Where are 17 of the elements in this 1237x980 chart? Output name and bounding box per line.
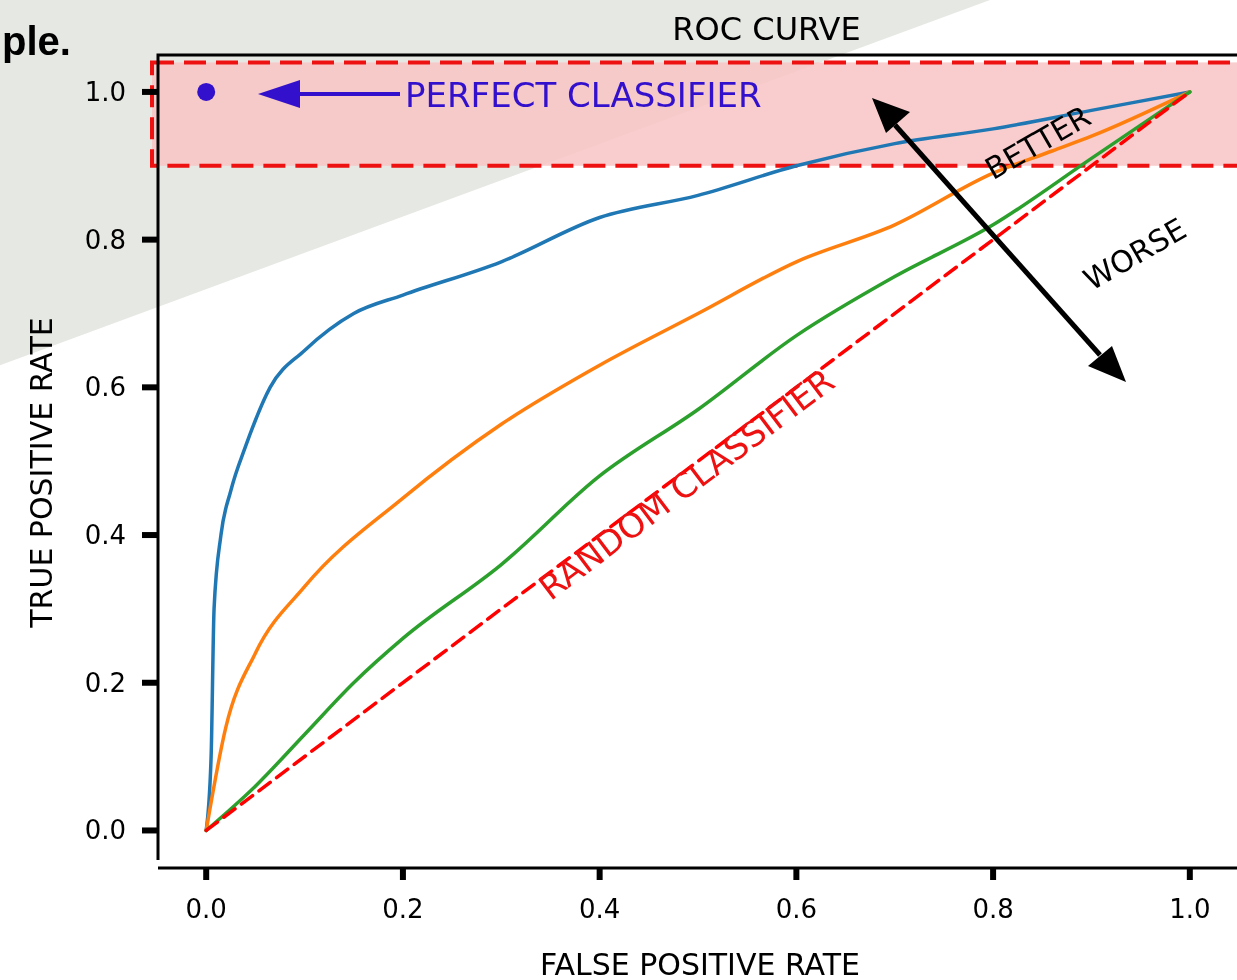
x-axis-title: FALSE POSITIVE RATE	[539, 947, 861, 980]
text: ple.	[2, 19, 71, 63]
annotation: PERFECT CLASSIFIER	[405, 75, 762, 115]
y-axis-title: TRUE POSITIVE RATE	[24, 317, 59, 629]
y-tick-label: 0.8	[84, 224, 126, 255]
y-tick-label: 0.0	[84, 815, 126, 846]
x-tick-label: 0.0	[185, 894, 227, 924]
chart-title: ROC CURVE	[672, 10, 861, 48]
x-tick-label: 0.8	[972, 894, 1014, 924]
x-tick-label: 0.2	[382, 894, 424, 924]
y-tick-label: 1.0	[84, 76, 126, 107]
x-tick-label: 1.0	[1169, 894, 1211, 924]
y-tick-label: 0.4	[84, 520, 126, 551]
y-tick-label: 0.2	[84, 667, 126, 698]
x-tick-label: 0.6	[775, 894, 818, 924]
y-tick-label: 0.6	[84, 372, 126, 403]
x-tick-label: 0.4	[578, 894, 621, 924]
